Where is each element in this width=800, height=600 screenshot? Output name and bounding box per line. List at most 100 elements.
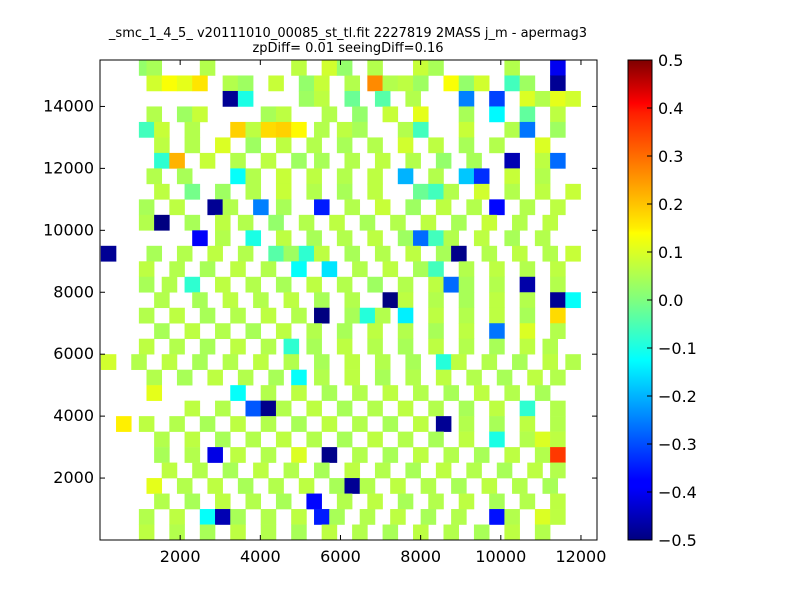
heatmap-cell [199,60,216,76]
heatmap-cell [283,462,300,479]
heatmap-cell [519,431,536,448]
heatmap-cell [321,261,338,278]
heatmap-cell [504,121,520,138]
heatmap-cell [230,416,246,432]
heatmap-cell [245,183,262,200]
heatmap-cell [489,292,505,309]
heatmap-cell [443,276,460,293]
heatmap-cell [458,261,475,278]
heatmap-cell [184,137,201,154]
heatmap-cell [176,75,193,92]
heatmap-cell [550,323,566,340]
heatmap-cell [283,354,300,370]
heatmap-cell [550,416,566,432]
heatmap-cell [542,478,559,494]
heatmap-cell [245,400,262,417]
heatmap-cell [215,183,231,200]
heatmap-cell [199,261,216,278]
heatmap-cell [458,431,475,448]
heatmap-cell [428,261,444,278]
heatmap-cell [336,168,353,185]
heatmap-cell [138,524,155,541]
heatmap-cell [237,245,254,262]
heatmap-cell [519,261,536,278]
heatmap-cell [512,214,528,231]
heatmap-cell [550,90,566,107]
heatmap-cell [169,152,185,169]
heatmap-cell [192,462,208,479]
heatmap-cell [260,385,277,401]
heatmap-cell [291,369,307,386]
heatmap-cell [374,152,391,169]
heatmap-cell [184,447,201,463]
heatmap-cell [534,90,551,107]
heatmap-cell [489,431,505,448]
heatmap-cell [176,168,193,185]
heatmap-cell [397,493,414,510]
heatmap-cell [512,245,528,262]
heatmap-cell [542,214,559,231]
heatmap-cell [154,493,170,510]
heatmap-cell [473,75,490,92]
heatmap-cell [207,199,223,216]
heatmap-cell [397,338,414,355]
heatmap-cell [352,385,368,401]
heatmap-cell [428,230,444,247]
heatmap-cell [344,369,361,386]
heatmap-cell [489,493,505,510]
heatmap-cell [260,261,277,278]
heatmap-cell [321,106,338,123]
y-tick-label: 6000 [53,344,94,363]
heatmap-cell [344,245,361,262]
heatmap-cell [306,183,322,200]
heatmap-cell [176,369,193,386]
heatmap-cell [192,106,208,123]
heatmap-cell [169,261,185,278]
heatmap-cell [451,478,467,494]
heatmap-cell [222,75,239,92]
heatmap-cell [176,478,193,494]
heatmap-cell [169,307,185,324]
heatmap-cell [192,354,208,370]
heatmap-cell [146,385,163,401]
heatmap-cell [504,509,520,525]
heatmap-cell [519,75,536,92]
heatmap-cell [352,106,368,123]
heatmap-cell [207,245,223,262]
heatmap-cell [245,323,262,340]
heatmap-cell [458,338,475,355]
heatmap-cell [169,338,185,355]
y-tick-label: 2000 [53,468,94,487]
colorbar-tick-label: 0.5 [658,51,683,70]
heatmap-cell [550,431,566,448]
heatmap-cell [291,447,307,463]
heatmap-cell [260,447,277,463]
heatmap-cell [550,400,566,417]
heatmap-cell [405,369,421,386]
heatmap-cell [428,60,444,76]
heatmap-cell [489,400,505,417]
heatmap-cell [291,307,307,324]
heatmap-cell [230,168,246,185]
heatmap-cell [275,137,292,154]
heatmap-cell [275,276,292,293]
heatmap-cell [550,261,566,278]
y-tick-label: 10000 [43,220,94,239]
y-tick-label: 8000 [53,282,94,301]
heatmap-cell [489,90,505,107]
heatmap-cell [550,369,566,386]
colorbar-tick-label: 0.3 [658,147,683,166]
heatmap-cell [534,431,551,448]
heatmap-cell [458,106,475,123]
heatmap-cell [154,431,170,448]
heatmap-cell [237,369,254,386]
heatmap-cell [496,462,513,479]
plot-frame [99,59,598,541]
heatmap-cell [489,338,505,355]
heatmap-cell [534,137,551,154]
x-tick-label: 6000 [320,547,361,566]
heatmap-cell [466,199,482,216]
heatmap-cell [435,152,452,169]
heatmap-cell [138,509,155,525]
